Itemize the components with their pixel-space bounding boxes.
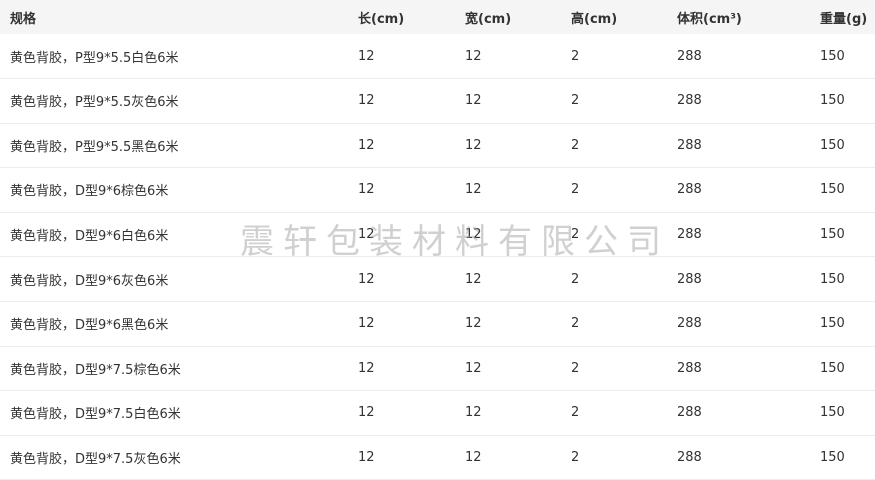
cell-width: 12 [465,271,482,287]
cell-volume: 288 [677,93,702,109]
table-row: 黄色背胶，D型9*6棕色6米 12 12 2 288 150 [0,168,875,213]
cell-height: 2 [571,48,580,64]
cell-spec: 黄色背胶，D型9*7.5灰色6米 [10,451,181,467]
cell-length: 12 [358,93,375,109]
cell-weight: 150 [820,271,845,287]
cell-width: 12 [465,182,482,198]
column-header-length: 长(cm) [358,11,405,27]
table-row: 黄色背胶，D型9*7.5白色6米 12 12 2 288 150 [0,391,875,436]
cell-weight: 150 [820,449,845,465]
cell-length: 12 [358,405,375,421]
cell-width: 12 [465,360,482,376]
cell-width: 12 [465,93,482,109]
cell-weight: 150 [820,226,845,242]
cell-width: 12 [465,405,482,421]
cell-weight: 150 [820,405,845,421]
table-row: 黄色背胶，P型9*5.5白色6米 12 12 2 288 150 [0,34,875,79]
cell-width: 12 [465,316,482,332]
cell-spec: 黄色背胶，D型9*6棕色6米 [10,184,169,200]
cell-height: 2 [571,271,580,287]
column-header-width: 宽(cm) [465,11,512,27]
cell-weight: 150 [820,93,845,109]
cell-spec: 黄色背胶，D型9*6灰色6米 [10,273,169,289]
cell-volume: 288 [677,316,702,332]
column-header-weight: 重量(g) [820,11,868,27]
cell-height: 2 [571,449,580,465]
cell-length: 12 [358,182,375,198]
cell-length: 12 [358,271,375,287]
column-header-height: 高(cm) [571,11,618,27]
cell-weight: 150 [820,316,845,332]
cell-volume: 288 [677,405,702,421]
cell-length: 12 [358,316,375,332]
cell-length: 12 [358,226,375,242]
cell-volume: 288 [677,48,702,64]
cell-weight: 150 [820,182,845,198]
cell-width: 12 [465,48,482,64]
cell-height: 2 [571,182,580,198]
cell-length: 12 [358,449,375,465]
table-row: 黄色背胶，D型9*7.5灰色6米 12 12 2 288 150 [0,435,875,480]
cell-length: 12 [358,137,375,153]
cell-volume: 288 [677,137,702,153]
cell-weight: 150 [820,137,845,153]
cell-height: 2 [571,226,580,242]
column-header-volume: 体积(cm³) [677,11,742,27]
cell-spec: 黄色背胶，P型9*5.5灰色6米 [10,95,179,111]
cell-volume: 288 [677,182,702,198]
table-header: 规格 长(cm) 宽(cm) 高(cm) 体积(cm³) 重量(g) [0,0,875,34]
cell-width: 12 [465,137,482,153]
cell-spec: 黄色背胶，P型9*5.5黑色6米 [10,139,179,155]
cell-volume: 288 [677,360,702,376]
cell-spec: 黄色背胶，D型9*6白色6米 [10,228,169,244]
cell-volume: 288 [677,271,702,287]
cell-height: 2 [571,93,580,109]
cell-volume: 288 [677,449,702,465]
cell-length: 12 [358,360,375,376]
cell-height: 2 [571,405,580,421]
cell-height: 2 [571,316,580,332]
table-row: 黄色背胶，D型9*6白色6米 12 12 2 288 150 [0,212,875,258]
table-row: 黄色背胶，D型9*6黑色6米 12 12 2 288 150 [0,302,875,347]
table-row: 黄色背胶，P型9*5.5灰色6米 12 12 2 288 150 [0,79,875,124]
table-row: 黄色背胶，D型9*7.5棕色6米 12 12 2 288 150 [0,346,875,392]
cell-weight: 150 [820,48,845,64]
cell-spec: 黄色背胶，D型9*7.5棕色6米 [10,362,181,378]
cell-volume: 288 [677,226,702,242]
cell-length: 12 [358,48,375,64]
cell-width: 12 [465,449,482,465]
cell-spec: 黄色背胶，P型9*5.5白色6米 [10,50,179,66]
cell-spec: 黄色背胶，D型9*7.5白色6米 [10,407,181,423]
table-row: 黄色背胶，P型9*5.5黑色6米 12 12 2 288 150 [0,123,875,169]
table-row: 黄色背胶，D型9*6灰色6米 12 12 2 288 150 [0,257,875,302]
column-header-spec: 规格 [10,11,37,27]
cell-height: 2 [571,137,580,153]
cell-height: 2 [571,360,580,376]
cell-width: 12 [465,226,482,242]
cell-spec: 黄色背胶，D型9*6黑色6米 [10,318,169,334]
cell-weight: 150 [820,360,845,376]
